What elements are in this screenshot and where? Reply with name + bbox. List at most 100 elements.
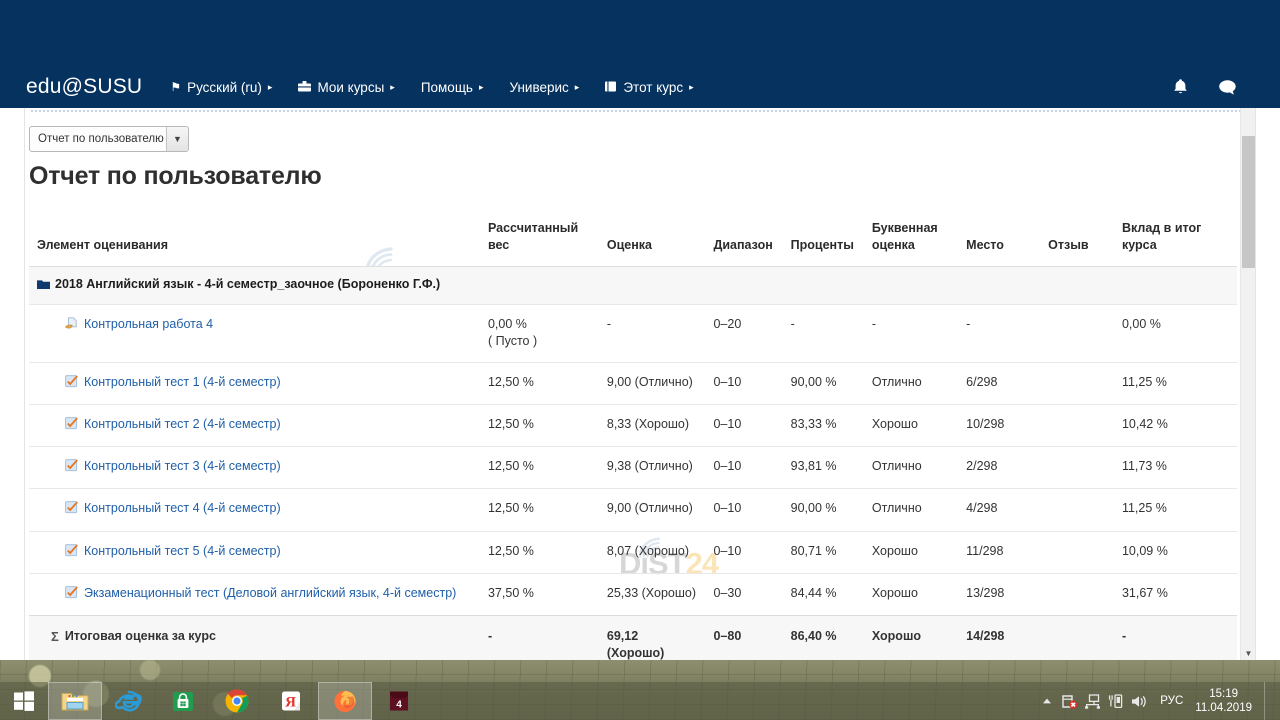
messages-bubble-icon[interactable]: [1204, 66, 1250, 108]
weight-value: 12,50 %: [487, 501, 534, 516]
nav-item-this-course[interactable]: Этот курс ▸: [605, 79, 694, 95]
microsoft-store-button[interactable]: [156, 682, 210, 720]
range-cell: 0–30: [705, 572, 783, 616]
page-scrollbar[interactable]: ▼: [1240, 108, 1255, 660]
grade-item-link[interactable]: Контрольный тест 5 (4-й семестр): [84, 543, 281, 558]
mozilla-firefox-button[interactable]: [318, 682, 372, 720]
percent-cell: 90,00 %: [782, 361, 864, 405]
weight-value: 12,50 %: [487, 543, 534, 558]
nav-item-univeris[interactable]: Универис ▸: [510, 80, 580, 95]
nav-item-language-label: Русский (ru): [187, 79, 262, 95]
percent-cell: 90,00 %: [782, 488, 864, 531]
letter-grade-cell: Хорошо: [863, 572, 959, 616]
quiz-check-icon: [65, 459, 79, 477]
grade-item-link[interactable]: Контрольный тест 3 (4-й семестр): [84, 459, 281, 473]
chevron-right-icon: ▸: [574, 81, 580, 92]
percent-cell: -: [782, 304, 864, 362]
grade-item-link[interactable]: Экзаменационный тест (Деловой английский…: [84, 585, 457, 600]
col-header-feedback: Отзыв: [1048, 237, 1089, 252]
show-hidden-icons-arrow[interactable]: [1035, 682, 1058, 720]
feedback-cell: [1040, 304, 1114, 362]
range-cell: 0–10: [705, 403, 783, 447]
grade-cell: 8,33 (Хорошо): [598, 403, 706, 447]
scrollbar-thumb[interactable]: [1242, 136, 1255, 268]
google-chrome-button[interactable]: [210, 682, 264, 720]
language-indicator[interactable]: РУС: [1160, 695, 1184, 707]
book-icon: [605, 81, 617, 94]
table-row: Контрольный тест 4 (4-й семестр) 12,50 % 9…: [29, 488, 1237, 531]
table-header: Элемент оценивания Рассчитанный вес Оцен…: [29, 216, 1237, 266]
show-desktop-button[interactable]: [1264, 682, 1274, 720]
range-cell: 0–10: [705, 361, 783, 405]
contribution-cell: 10,42 %: [1113, 403, 1237, 447]
page-content: Отчет по пользователю ▼ Отчет по пользов…: [24, 108, 1256, 660]
course-total-row: Σ Итоговая оценка за курс -69,12 (Хорошо) 0…: [29, 615, 1237, 660]
grade-item-link[interactable]: Контрольный тест 2 (4-й семестр): [84, 416, 281, 431]
weight-cell: 0,00 % ( Пусто ): [479, 304, 599, 362]
app-4-button[interactable]: 4: [372, 682, 426, 720]
weight-cell: 12,50 %: [479, 403, 599, 447]
nav-item-language[interactable]: ⚑ Русский (ru) ▸: [170, 80, 272, 95]
site-brand[interactable]: edu@SUSU: [26, 75, 143, 98]
rank-cell: 4/298: [958, 488, 1041, 531]
feedback-cell: [1040, 445, 1114, 489]
file-explorer-button[interactable]: [48, 682, 102, 720]
clock[interactable]: 15:19 11.04.2019: [1193, 687, 1260, 716]
system-tray: ✖ РУС 15:19: [1035, 682, 1280, 720]
windows-taskbar: Я 4 ✖: [0, 682, 1280, 720]
weight-value: 37,50 %: [487, 585, 534, 600]
grade-item-link[interactable]: Контрольная работа 4: [84, 317, 214, 331]
total-label-cell: Σ Итоговая оценка за курс: [29, 615, 480, 660]
network-icon[interactable]: [1081, 682, 1104, 720]
percent-cell: 80,71 %: [782, 530, 864, 574]
grade-item-link[interactable]: Контрольный тест 4 (4-й семестр): [84, 501, 281, 516]
yandex-browser-button[interactable]: Я: [264, 682, 318, 720]
course-category-cell: 2018 Английский язык - 4-й семестр_заочн…: [29, 265, 1237, 306]
grade-cell: 9,00 (Отлично): [598, 488, 706, 531]
weight-value: 12,50 %: [487, 374, 534, 389]
quiz-check-icon: [65, 585, 79, 604]
notifications-bell-icon[interactable]: [1157, 66, 1203, 108]
total-rank-cell: 14/298: [958, 615, 1041, 660]
nav-item-help-label: Помощь: [420, 79, 473, 95]
grade-cell: 9,00 (Отлично): [598, 361, 706, 405]
quiz-check-icon: [65, 501, 79, 519]
chevron-right-icon: ▸: [478, 81, 484, 92]
total-grade-cell: 69,12 (Хорошо): [598, 615, 706, 660]
nav-item-help[interactable]: Помощь ▸: [421, 80, 484, 95]
col-header-contribution: Вклад в итог курса: [1121, 221, 1202, 252]
chevron-right-icon: ▸: [390, 81, 395, 92]
report-jump-select-wrapper[interactable]: Отчет по пользователю ▼: [29, 126, 189, 152]
volume-icon[interactable]: [1127, 682, 1150, 720]
report-jump-select[interactable]: Отчет по пользователю: [29, 126, 189, 152]
total-letter-cell: Хорошо: [863, 615, 959, 660]
range-cell: 0–10: [705, 530, 783, 574]
device-icon[interactable]: [1104, 682, 1127, 720]
nav-item-this-course-label: Этот курс: [623, 79, 684, 95]
nav-item-my-courses[interactable]: Мои курсы ▸: [298, 80, 395, 95]
contribution-cell: 10,09 %: [1113, 530, 1237, 574]
weight-value: 0,00 %: [487, 317, 527, 331]
start-button[interactable]: [0, 682, 48, 720]
grade-item-cell: Экзаменационный тест (Деловой английский…: [29, 572, 480, 616]
weight-cell: 37,50 %: [479, 572, 599, 616]
quiz-check-icon: [65, 543, 79, 562]
grade-item-cell: Контрольный тест 5 (4-й семестр): [29, 530, 480, 574]
svg-text:4: 4: [396, 700, 402, 711]
grade-item-cell: Контрольный тест 4 (4-й семестр): [29, 488, 480, 531]
chevron-right-icon: ▸: [267, 81, 273, 92]
course-category-row: 2018 Английский язык - 4-й семестр_заочн…: [29, 265, 1237, 306]
navbar-right-icons: [1157, 66, 1280, 108]
security-alert-icon[interactable]: ✖: [1058, 682, 1081, 720]
contribution-cell: 0,00 %: [1113, 304, 1237, 362]
letter-grade-cell: Отлично: [863, 488, 959, 531]
internet-explorer-button[interactable]: [102, 682, 156, 720]
site-header: edu@SUSU ⚑ Русский (ru) ▸ Мои курсы ▸ По…: [0, 0, 1280, 108]
course-category-label: 2018 Английский язык - 4-й семестр_заочн…: [55, 276, 441, 291]
clock-date: 11.04.2019: [1195, 702, 1252, 714]
range-cell: 0–20: [705, 304, 783, 362]
scroll-down-arrow-icon[interactable]: ▼: [1244, 649, 1253, 658]
rank-cell: 11/298: [958, 530, 1041, 574]
percent-cell: 93,81 %: [782, 445, 864, 489]
grade-item-link[interactable]: Контрольный тест 1 (4-й семестр): [84, 374, 281, 389]
